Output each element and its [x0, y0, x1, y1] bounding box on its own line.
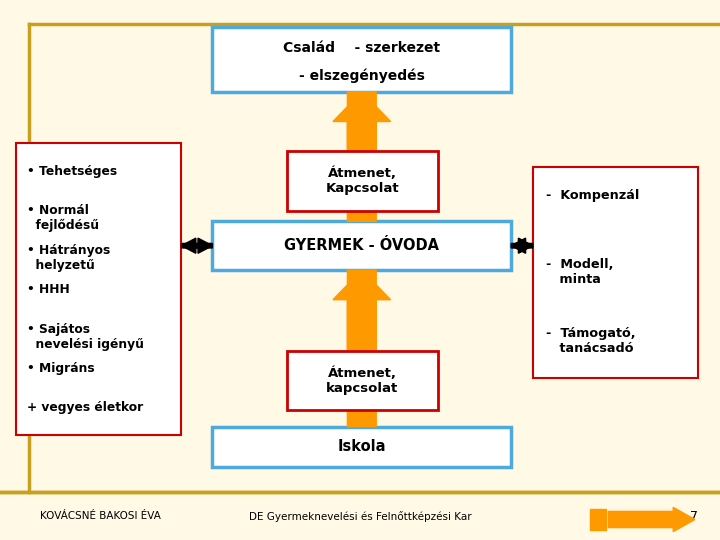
- Bar: [212, 27, 511, 92]
- Text: • Migráns: • Migráns: [27, 362, 94, 375]
- Text: 7: 7: [690, 510, 698, 523]
- Text: • Tehetséges: • Tehetséges: [27, 165, 117, 178]
- FancyArrow shape: [333, 270, 390, 427]
- FancyArrow shape: [333, 92, 390, 221]
- Text: GYERMEK - ÓVODA: GYERMEK - ÓVODA: [284, 238, 439, 253]
- Text: Átmenet,
kapcsolat: Átmenet, kapcsolat: [326, 367, 398, 395]
- Text: + vegyes életkor: + vegyes életkor: [27, 401, 143, 415]
- FancyArrow shape: [181, 238, 212, 253]
- Text: KOVÁCSNÉ BAKOSI ÉVA: KOVÁCSNÉ BAKOSI ÉVA: [40, 511, 161, 521]
- Text: • Normál
  fejlődésű: • Normál fejlődésű: [27, 204, 99, 232]
- Text: Iskola: Iskola: [338, 440, 386, 454]
- Bar: [287, 351, 438, 410]
- Bar: [212, 221, 511, 270]
- FancyArrow shape: [511, 238, 533, 253]
- Text: • Hátrányos
  helyzetű: • Hátrányos helyzetű: [27, 244, 110, 272]
- Bar: [287, 151, 438, 211]
- Text: -  Kompenzál: - Kompenzál: [546, 189, 639, 202]
- Text: Átmenet,
Kapcsolat: Átmenet, Kapcsolat: [325, 167, 399, 195]
- Bar: [16, 143, 181, 435]
- FancyArrow shape: [608, 508, 695, 531]
- Text: - elszegényedés: - elszegényedés: [299, 69, 425, 83]
- Text: DE Gyermeknevelési és Felnőttképzési Kar: DE Gyermeknevelési és Felnőttképzési Kar: [248, 511, 472, 522]
- FancyArrow shape: [333, 92, 390, 221]
- Text: Család    - szerkezet: Család - szerkezet: [283, 40, 441, 55]
- FancyArrow shape: [333, 270, 390, 427]
- Text: • HHH: • HHH: [27, 283, 69, 296]
- Bar: [590, 509, 606, 530]
- Bar: [212, 427, 511, 467]
- Text: -  Támogató,
   tanácsadó: - Támogató, tanácsadó: [546, 327, 635, 355]
- FancyArrow shape: [511, 238, 533, 253]
- Text: -  Modell,
   minta: - Modell, minta: [546, 258, 613, 286]
- Text: • Sajátos
  nevelési igényű: • Sajátos nevelési igényű: [27, 322, 143, 350]
- FancyArrow shape: [181, 238, 212, 253]
- Bar: [533, 167, 698, 378]
